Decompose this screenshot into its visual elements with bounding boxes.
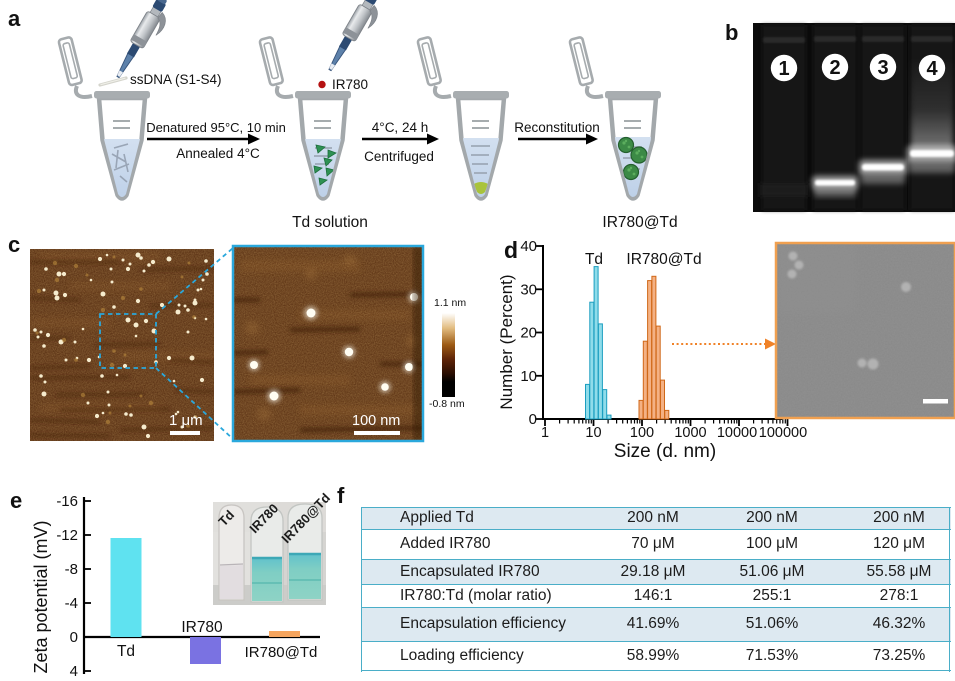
svg-text:10000: 10000 [717, 425, 757, 441]
svg-text:Denatured 95°C, 10 min: Denatured 95°C, 10 min [146, 120, 286, 135]
svg-text:100 nm: 100 nm [352, 413, 400, 429]
svg-text:0: 0 [70, 629, 78, 646]
svg-text:10: 10 [585, 425, 601, 441]
svg-text:Td: Td [585, 251, 603, 268]
svg-text:1: 1 [541, 425, 549, 441]
svg-text:Td solution: Td solution [292, 214, 368, 231]
svg-text:Size (d. nm): Size (d. nm) [614, 441, 716, 462]
svg-text:1000: 1000 [674, 425, 706, 441]
svg-text:b: b [725, 20, 738, 45]
svg-text:100: 100 [630, 425, 654, 441]
svg-text:3: 3 [877, 57, 888, 79]
svg-text:e: e [10, 488, 22, 513]
svg-text:Zeta potential (mV): Zeta potential (mV) [31, 520, 51, 673]
svg-text:30: 30 [520, 281, 537, 298]
svg-text:IR780: IR780 [181, 619, 223, 636]
svg-text:IR780@Td: IR780@Td [245, 644, 318, 661]
svg-text:a: a [8, 6, 21, 31]
svg-text:-0.8 nm: -0.8 nm [429, 398, 465, 410]
svg-text:-8: -8 [65, 561, 78, 578]
svg-text:Centrifuged: Centrifuged [364, 149, 434, 164]
svg-text:2: 2 [829, 57, 840, 79]
svg-text:20: 20 [520, 325, 537, 342]
svg-text:0: 0 [529, 411, 537, 428]
svg-text:IR780: IR780 [332, 77, 368, 92]
svg-text:-12: -12 [56, 527, 78, 544]
svg-text:Reconstitution: Reconstitution [514, 120, 600, 135]
svg-text:100000: 100000 [759, 425, 807, 441]
svg-text:Td: Td [117, 643, 135, 660]
svg-text:1: 1 [778, 58, 789, 80]
svg-text:Number (Percent): Number (Percent) [497, 274, 516, 409]
svg-text:10: 10 [520, 368, 537, 385]
svg-text:40: 40 [520, 238, 537, 255]
svg-text:Annealed 4°C: Annealed 4°C [176, 146, 260, 161]
svg-text:4°C, 24 h: 4°C, 24 h [372, 120, 428, 135]
svg-text:ssDNA (S1-S4): ssDNA (S1-S4) [130, 72, 222, 87]
svg-text:d: d [504, 237, 518, 263]
svg-text:4: 4 [926, 58, 938, 80]
svg-text:-16: -16 [56, 493, 78, 510]
svg-text:4: 4 [70, 663, 78, 680]
svg-text:IR780@Td: IR780@Td [626, 251, 701, 268]
svg-text:-4: -4 [65, 595, 78, 612]
svg-text:c: c [8, 232, 20, 257]
svg-text:1.1 nm: 1.1 nm [434, 297, 466, 309]
svg-text:IR780@Td: IR780@Td [602, 214, 677, 231]
svg-text:1 μm: 1 μm [169, 412, 203, 429]
